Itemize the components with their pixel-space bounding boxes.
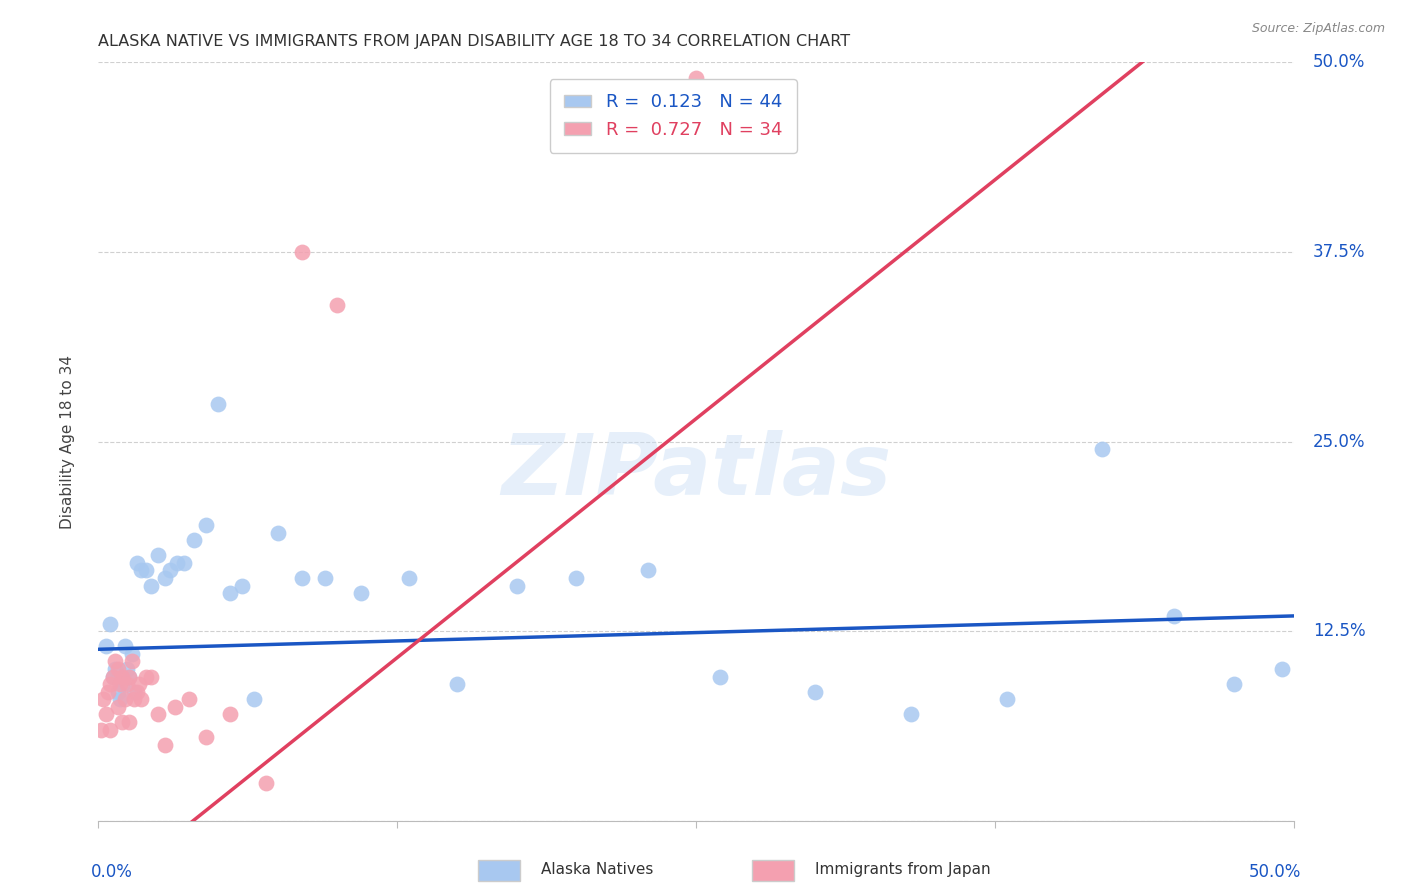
Point — [94, 639, 117, 653]
Point — [506, 579, 529, 593]
Point — [97, 685, 120, 699]
Point — [709, 669, 731, 683]
Point — [121, 647, 143, 661]
Point — [291, 571, 314, 585]
Point — [254, 776, 277, 790]
Point — [139, 669, 162, 683]
Point — [195, 517, 218, 532]
Point — [107, 662, 129, 676]
Point — [139, 579, 162, 593]
Point — [1091, 442, 1114, 457]
Point — [101, 669, 124, 683]
Point — [107, 685, 129, 699]
Point — [90, 723, 112, 737]
Point — [446, 677, 468, 691]
Point — [131, 692, 153, 706]
Point — [91, 692, 114, 706]
Point — [115, 662, 138, 676]
Point — [98, 616, 122, 631]
Text: Source: ZipAtlas.com: Source: ZipAtlas.com — [1251, 22, 1385, 36]
Point — [166, 556, 188, 570]
Text: 37.5%: 37.5% — [1313, 243, 1365, 261]
Point — [107, 699, 129, 714]
Point — [148, 707, 170, 722]
Text: 25.0%: 25.0% — [1313, 433, 1365, 450]
Point — [155, 571, 177, 585]
Point — [111, 715, 134, 730]
Point — [125, 685, 148, 699]
Point — [231, 579, 253, 593]
Point — [315, 571, 337, 585]
Text: Alaska Natives: Alaska Natives — [541, 863, 654, 877]
Point — [155, 738, 177, 752]
Text: ALASKA NATIVE VS IMMIGRANTS FROM JAPAN DISABILITY AGE 18 TO 34 CORRELATION CHART: ALASKA NATIVE VS IMMIGRANTS FROM JAPAN D… — [98, 34, 851, 49]
Point — [124, 685, 146, 699]
Point — [98, 723, 122, 737]
Point — [121, 655, 143, 669]
Point — [114, 692, 136, 706]
Point — [219, 586, 242, 600]
Point — [565, 571, 588, 585]
Text: 50.0%: 50.0% — [1313, 54, 1365, 71]
Point — [114, 639, 136, 653]
Point — [900, 707, 922, 722]
Point — [291, 244, 314, 259]
Point — [94, 707, 117, 722]
Point — [98, 677, 122, 691]
Point — [1271, 662, 1294, 676]
Point — [326, 298, 349, 312]
Point — [118, 715, 141, 730]
Point — [173, 556, 195, 570]
Point — [995, 692, 1018, 706]
Point — [108, 692, 131, 706]
Point — [398, 571, 420, 585]
Text: ZIPatlas: ZIPatlas — [501, 430, 891, 514]
Y-axis label: Disability Age 18 to 34: Disability Age 18 to 34 — [60, 354, 75, 529]
Point — [195, 730, 218, 744]
Point — [183, 533, 205, 548]
Point — [128, 677, 150, 691]
Text: 0.0%: 0.0% — [91, 863, 134, 881]
Point — [135, 564, 157, 578]
Point — [111, 677, 134, 691]
Legend: R =  0.123   N = 44, R =  0.727   N = 34: R = 0.123 N = 44, R = 0.727 N = 34 — [550, 79, 797, 153]
Point — [124, 692, 146, 706]
Point — [101, 669, 124, 683]
Point — [267, 525, 290, 540]
Point — [108, 677, 131, 691]
Point — [115, 677, 138, 691]
Point — [125, 556, 148, 570]
Point — [637, 564, 659, 578]
Point — [179, 692, 201, 706]
Point — [135, 669, 157, 683]
Point — [118, 669, 141, 683]
Point — [219, 707, 242, 722]
Point — [131, 564, 153, 578]
Point — [350, 586, 373, 600]
Point — [104, 655, 127, 669]
Point — [243, 692, 266, 706]
Point — [1223, 677, 1246, 691]
Point — [685, 70, 707, 85]
Point — [159, 564, 181, 578]
Point — [163, 699, 186, 714]
Point — [1163, 608, 1185, 623]
Point — [148, 548, 170, 563]
Point — [118, 669, 141, 683]
Point — [104, 662, 127, 676]
Text: 50.0%: 50.0% — [1249, 863, 1301, 881]
Point — [804, 685, 827, 699]
Text: Immigrants from Japan: Immigrants from Japan — [815, 863, 991, 877]
Text: 12.5%: 12.5% — [1313, 622, 1365, 640]
Point — [111, 669, 134, 683]
Point — [207, 396, 229, 410]
